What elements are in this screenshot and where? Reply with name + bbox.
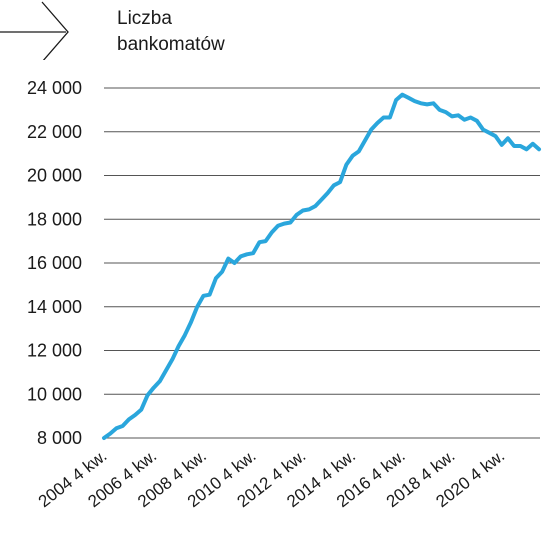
y-tick-label: 10 000 <box>27 384 82 404</box>
y-tick-labels: 8 000 10 000 12 000 14 000 16 000 18 000 20 00… <box>27 78 82 448</box>
y-tick-label: 14 000 <box>27 297 82 317</box>
y-tick-label: 18 000 <box>27 209 82 229</box>
y-tick-label: 8 000 <box>37 428 82 448</box>
series-line <box>102 92 541 440</box>
y-axis-label-line-1: Liczba <box>117 8 172 29</box>
y-tick-label: 12 000 <box>27 341 82 361</box>
arrow-icon <box>0 1 69 60</box>
y-tick-label: 24 000 <box>27 78 82 98</box>
gridlines <box>104 87 540 439</box>
y-tick-label: 20 000 <box>27 166 82 186</box>
x-tick-labels: 2004 4 kw.2006 4 kw.2008 4 kw.2010 4 kw.… <box>35 446 508 511</box>
y-axis-label: Liczba bankomatów <box>117 6 225 58</box>
series-group <box>102 92 541 440</box>
y-tick-label: 22 000 <box>27 122 82 142</box>
y-axis-label-line-2: bankomatów <box>117 34 225 55</box>
y-tick-label: 16 000 <box>27 253 82 273</box>
